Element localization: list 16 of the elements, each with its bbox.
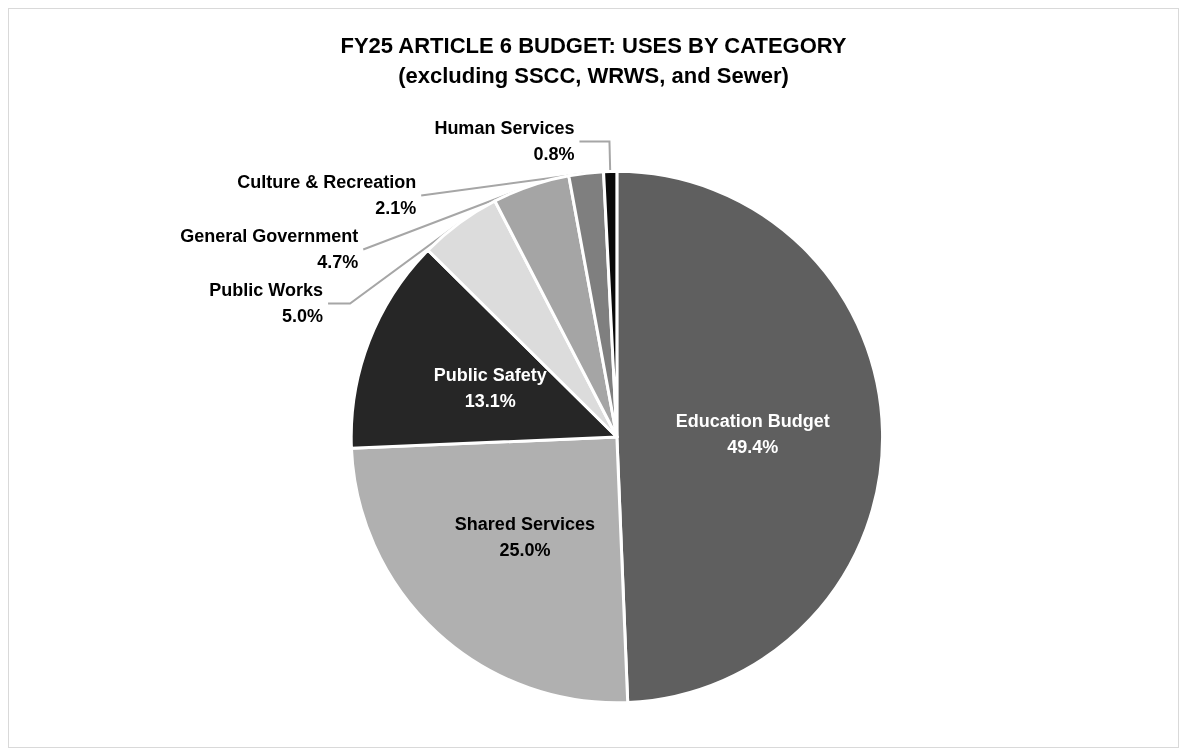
chart-title: FY25 ARTICLE 6 BUDGET: USES BY CATEGORY [340, 32, 847, 58]
data-label: 0.8% [533, 144, 575, 165]
slice-label: Shared Services [454, 514, 595, 534]
data-label: 5.0% [282, 306, 324, 327]
data-label: 2.1% [375, 198, 417, 219]
data-label: 4.7% [317, 252, 359, 273]
slice-label: Education Budget [675, 411, 830, 432]
data-label: 13.1% [464, 391, 516, 412]
slice-label: Culture & Recreation [237, 172, 417, 193]
data-label: 25.0% [499, 540, 551, 560]
slice-label: Public Works [209, 280, 324, 301]
chart-subtitle: (excluding SSCC, WRWS, and Sewer) [398, 62, 789, 88]
slice-label: General Government [180, 226, 359, 247]
slice-label: Public Safety [433, 365, 547, 386]
data-label: 49.4% [727, 437, 779, 458]
slice-label: Human Services [434, 118, 575, 139]
